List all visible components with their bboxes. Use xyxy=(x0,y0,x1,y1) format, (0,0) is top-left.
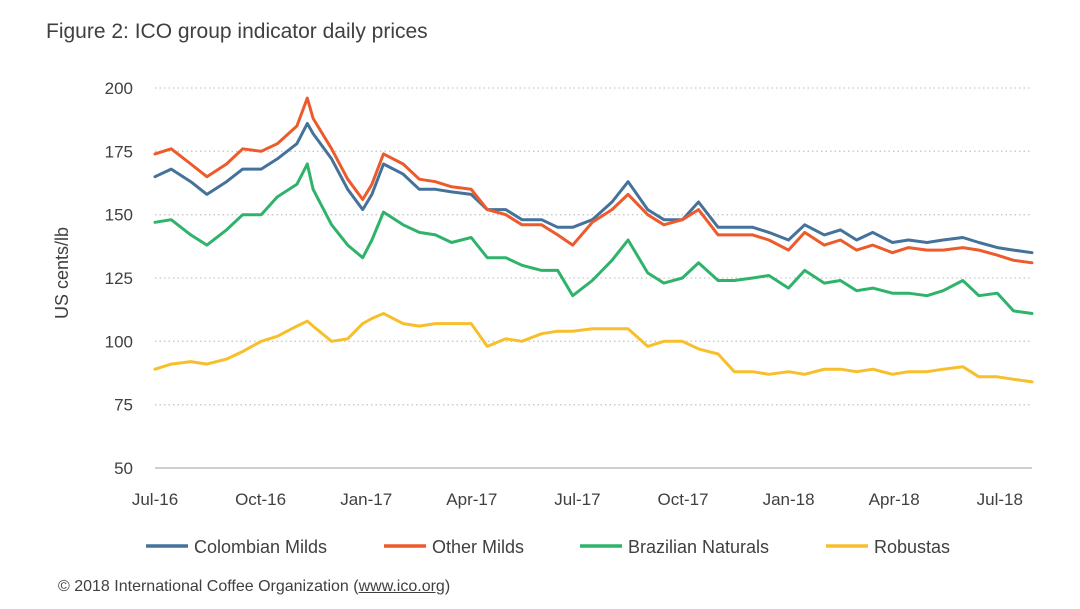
copyright-prefix: © 2018 International Coffee Organization… xyxy=(58,578,359,595)
x-tick-label: Jan-18 xyxy=(763,490,815,509)
y-tick-label: 150 xyxy=(105,206,133,225)
x-tick-label: Jul-18 xyxy=(977,490,1023,509)
legend-label-robustas: Robustas xyxy=(874,537,950,557)
series-lines xyxy=(153,96,1034,384)
chart-title: Figure 2: ICO group indicator daily pric… xyxy=(46,20,428,43)
series-line-robustas xyxy=(153,312,1034,384)
y-tick-label: 125 xyxy=(105,269,133,288)
series-line-colombian-milds xyxy=(153,122,1034,255)
copyright-note: © 2018 International Coffee Organization… xyxy=(58,578,450,596)
copyright-suffix: ) xyxy=(444,578,451,595)
y-axis-label: US cents/lb xyxy=(52,227,72,319)
x-tick-label: Jan-17 xyxy=(340,490,392,509)
x-tick-labels: Jul-16 Oct-16 Jan-17 Apr-17 Jul-17 Oct-17 Jan-… xyxy=(132,490,1023,509)
y-tick-label: 50 xyxy=(114,459,133,478)
series-line-brazilian-naturals xyxy=(153,162,1034,315)
y-tick-label: 175 xyxy=(105,142,133,161)
y-tick-label: 100 xyxy=(105,332,133,351)
y-tick-labels: 50 75 100 125 150 175 200 xyxy=(105,79,133,478)
legend: Colombian Milds Other Milds Brazilian Natu… xyxy=(146,537,950,557)
series-line-other-milds xyxy=(153,96,1034,265)
x-tick-label: Jul-17 xyxy=(554,490,600,509)
ico-website-link[interactable]: www.ico.org xyxy=(358,578,445,595)
x-tick-label: Oct-16 xyxy=(235,490,286,509)
y-tick-label: 200 xyxy=(105,79,133,98)
x-tick-label: Apr-17 xyxy=(446,490,497,509)
x-tick-label: Apr-18 xyxy=(869,490,920,509)
legend-label-colombian-milds: Colombian Milds xyxy=(194,537,327,557)
x-tick-label: Oct-17 xyxy=(657,490,708,509)
x-tick-label: Jul-16 xyxy=(132,490,178,509)
legend-label-other-milds: Other Milds xyxy=(432,537,524,557)
y-tick-label: 75 xyxy=(114,396,133,415)
legend-label-brazilian-naturals: Brazilian Naturals xyxy=(628,537,769,557)
